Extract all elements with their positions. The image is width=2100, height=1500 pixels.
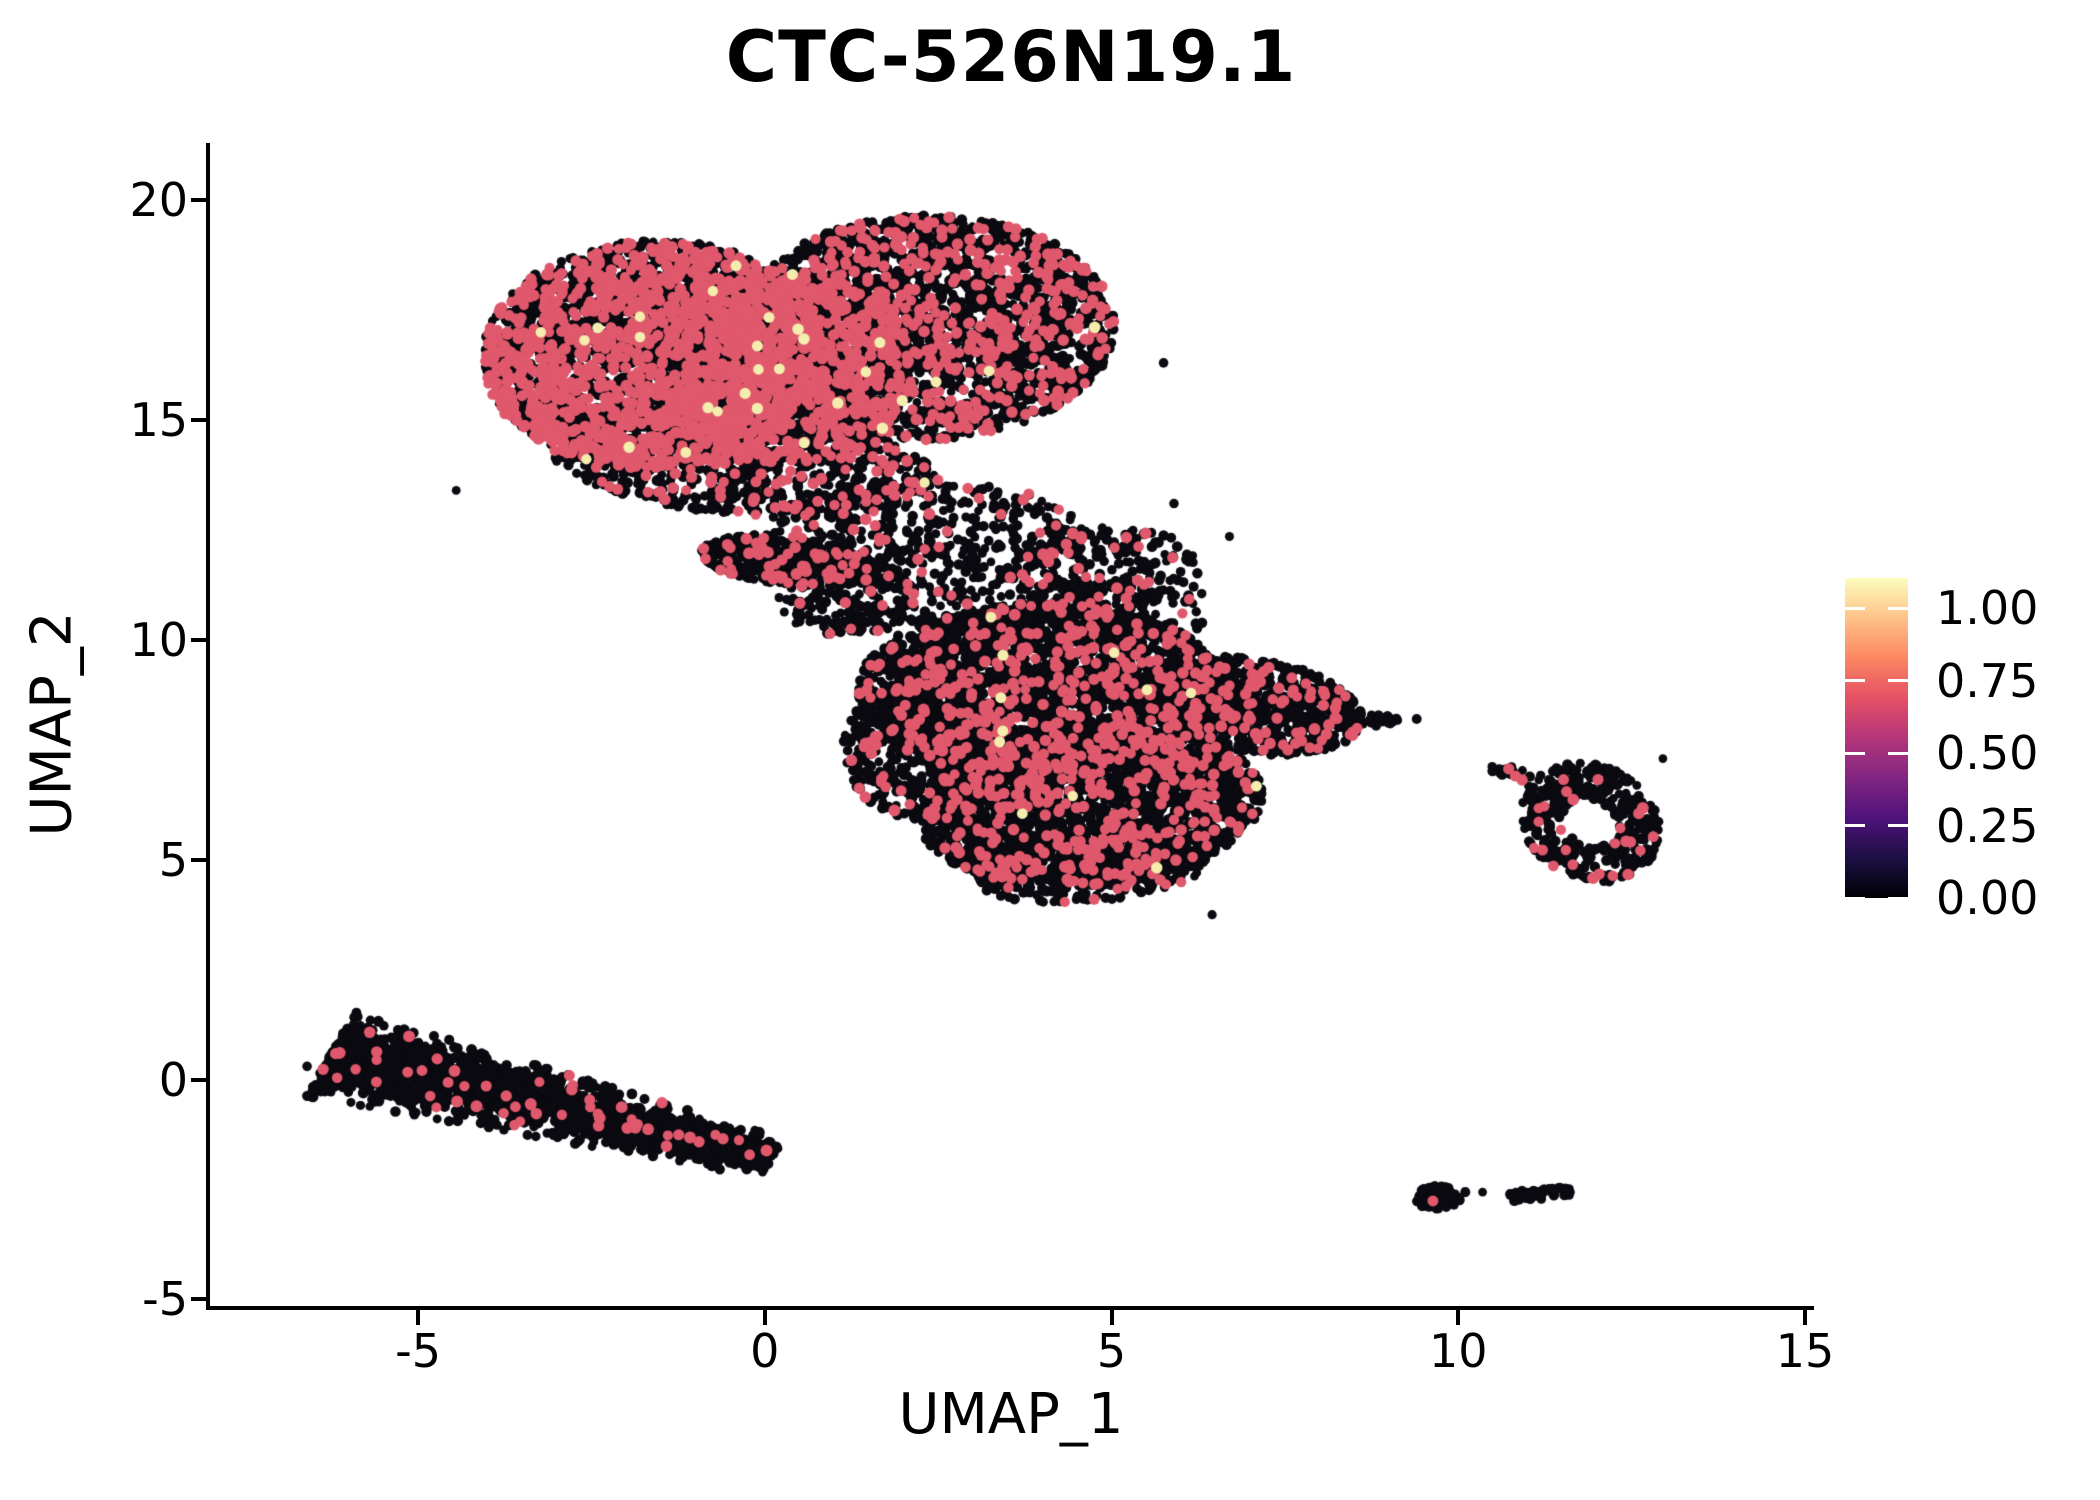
colorbar-tick-mark xyxy=(1845,751,1865,755)
colorbar-tick-mark xyxy=(1845,896,1865,900)
colorbar-tick-mark xyxy=(1888,896,1908,900)
y-tick-mark xyxy=(191,198,206,203)
colorbar-tick-mark xyxy=(1845,606,1865,610)
colorbar-tick-label: 0.25 xyxy=(1936,798,2039,853)
y-tick-mark xyxy=(191,1297,206,1302)
x-axis-title: UMAP_1 xyxy=(898,1382,1124,1447)
y-tick-mark xyxy=(191,857,206,862)
x-tick-mark xyxy=(1456,1310,1461,1325)
y-tick-label: 20 xyxy=(129,173,188,228)
x-tick-label: -5 xyxy=(395,1324,441,1378)
x-tick-label: 10 xyxy=(1429,1324,1488,1378)
x-axis-line xyxy=(206,1306,1814,1310)
colorbar-tick-mark xyxy=(1888,824,1908,827)
colorbar-tick-mark xyxy=(1888,606,1908,610)
colorbar-tick-label: 0.00 xyxy=(1936,871,2039,925)
y-tick-label: 15 xyxy=(129,393,188,447)
colorbar-tick-mark xyxy=(1845,679,1865,682)
y-tick-mark xyxy=(191,418,206,422)
x-tick-mark xyxy=(1803,1310,1808,1325)
y-axis-line xyxy=(206,143,210,1310)
colorbar-tick-mark xyxy=(1888,679,1908,682)
x-tick-mark xyxy=(1109,1310,1114,1325)
x-tick-label: 5 xyxy=(1096,1324,1127,1378)
y-tick-label: -5 xyxy=(142,1272,188,1327)
colorbar-gradient xyxy=(1845,578,1908,898)
x-tick-label: 0 xyxy=(750,1324,780,1378)
plot-title: CTC-526N19.1 xyxy=(725,16,1297,98)
y-tick-label: 0 xyxy=(158,1052,188,1107)
y-tick-label: 5 xyxy=(158,832,188,887)
colorbar-tick-label: 0.75 xyxy=(1936,653,2039,708)
colorbar-tick-mark xyxy=(1845,824,1865,827)
x-tick-mark xyxy=(762,1310,767,1325)
y-tick-mark xyxy=(191,637,206,642)
y-tick-mark xyxy=(191,1077,206,1082)
colorbar-tick-mark xyxy=(1888,751,1908,755)
y-tick-label: 10 xyxy=(129,612,188,667)
colorbar-tick-label: 0.50 xyxy=(1936,726,2039,780)
x-tick-label: 15 xyxy=(1775,1324,1835,1378)
x-tick-mark xyxy=(416,1310,421,1325)
colorbar-tick-label: 1.00 xyxy=(1936,581,2039,635)
